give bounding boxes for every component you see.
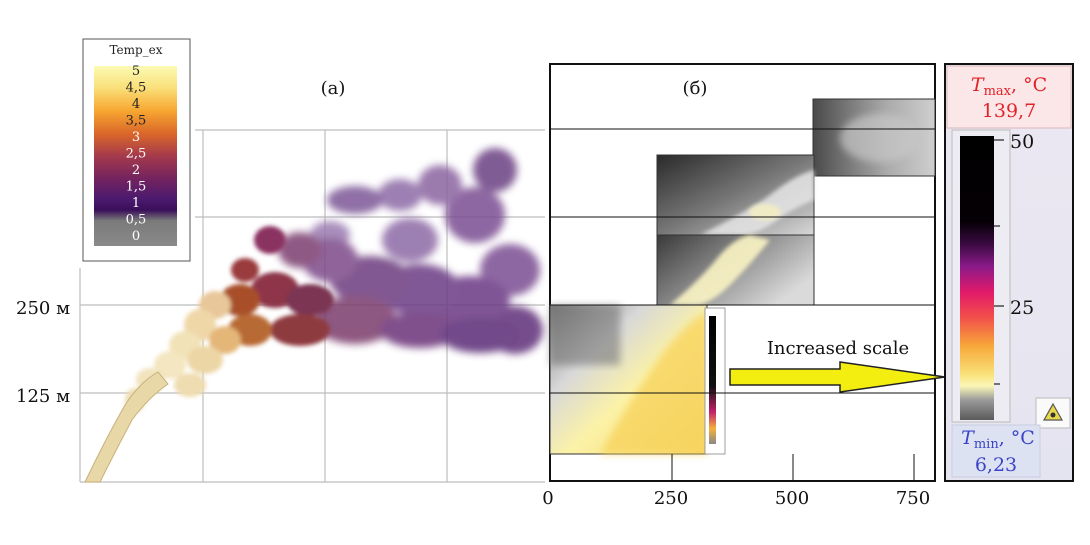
- legend-tick-label: 1: [132, 196, 140, 211]
- tmax-symbol: T: [971, 74, 985, 96]
- panel-b-grid: [550, 128, 935, 481]
- arrow-label: Increased scale: [767, 338, 909, 359]
- legend-tick-label: 4: [132, 97, 140, 112]
- x-tick-250: 250: [654, 488, 688, 509]
- legend-tick-label: 3: [132, 130, 140, 145]
- colormap-legend: Temp_ex 5 4,54 3,53 2,52 1,51 0,50: [82, 38, 191, 262]
- panel-a: Temp_ex 54,543,532,521,510,50 (a) 250 м …: [16, 38, 545, 483]
- panel-b-label: (б): [683, 78, 708, 99]
- tmax-subscript: max: [984, 84, 1012, 99]
- legend-tick-label: 0,5: [126, 213, 147, 228]
- tmax-unit: , °C: [1011, 74, 1047, 96]
- tmax-label: Tmax, °C: [971, 74, 1047, 99]
- legend-ticks: 5 4,54 3,53 2,52 1,51 0,50: [126, 64, 147, 244]
- panel-b: (б): [542, 63, 936, 509]
- x-tick-500: 500: [775, 488, 809, 509]
- plume-core: [125, 226, 334, 412]
- scale-bar-ticks: [994, 139, 1004, 385]
- tmin-value: 6,23: [975, 454, 1017, 476]
- x-tick-750: 750: [896, 488, 930, 509]
- tmin-label: Tmin, °C: [961, 427, 1035, 452]
- thermal-image-top: [812, 98, 936, 177]
- legend-tick-label: 1,5: [126, 180, 147, 195]
- legend-color-bar: [94, 66, 177, 246]
- legend-tick-label: 3,5: [126, 114, 147, 129]
- plume-jet: [84, 371, 169, 483]
- legend-tick-label: 4,5: [126, 81, 147, 96]
- tmin-subscript: min: [974, 437, 999, 452]
- tmin-box: [951, 424, 1041, 478]
- tmin-symbol: T: [961, 427, 975, 449]
- thermal-image-mid-lower: [656, 234, 815, 306]
- legend-title: Temp_ex: [109, 43, 162, 57]
- increased-scale-arrow: Increased scale: [729, 338, 946, 393]
- thermal-image-bottom: [549, 304, 726, 455]
- arrow-shape: [729, 361, 946, 393]
- scale-bar-gradient: [960, 136, 994, 420]
- legend-tick-label: 2,5: [126, 147, 147, 162]
- legend-tick-label: 0: [132, 229, 140, 244]
- tmax-box: [946, 65, 1072, 129]
- plume-smoke: [278, 148, 543, 354]
- scale-tick-25: 25: [1010, 297, 1034, 319]
- panel-b-x-axis: 0 250 500 750: [542, 488, 930, 509]
- y-label-250: 250 м: [16, 298, 70, 319]
- legend-tick-label: 2: [132, 163, 140, 178]
- y-label-125: 125 м: [16, 386, 70, 407]
- legend-tick-label: 5: [132, 64, 140, 79]
- temperature-scale-panel: Tmax, °C 139,7 50 25 Tmin, °C 6,23: [944, 63, 1074, 482]
- scale-tick-50: 50: [1010, 131, 1034, 153]
- panel-a-label: (a): [321, 78, 346, 99]
- warning-icon: [1035, 397, 1071, 429]
- tmax-value: 139,7: [982, 100, 1036, 122]
- thermal-image-mid-upper: [656, 154, 815, 236]
- tmin-unit: , °C: [999, 427, 1035, 449]
- x-tick-0: 0: [542, 488, 553, 509]
